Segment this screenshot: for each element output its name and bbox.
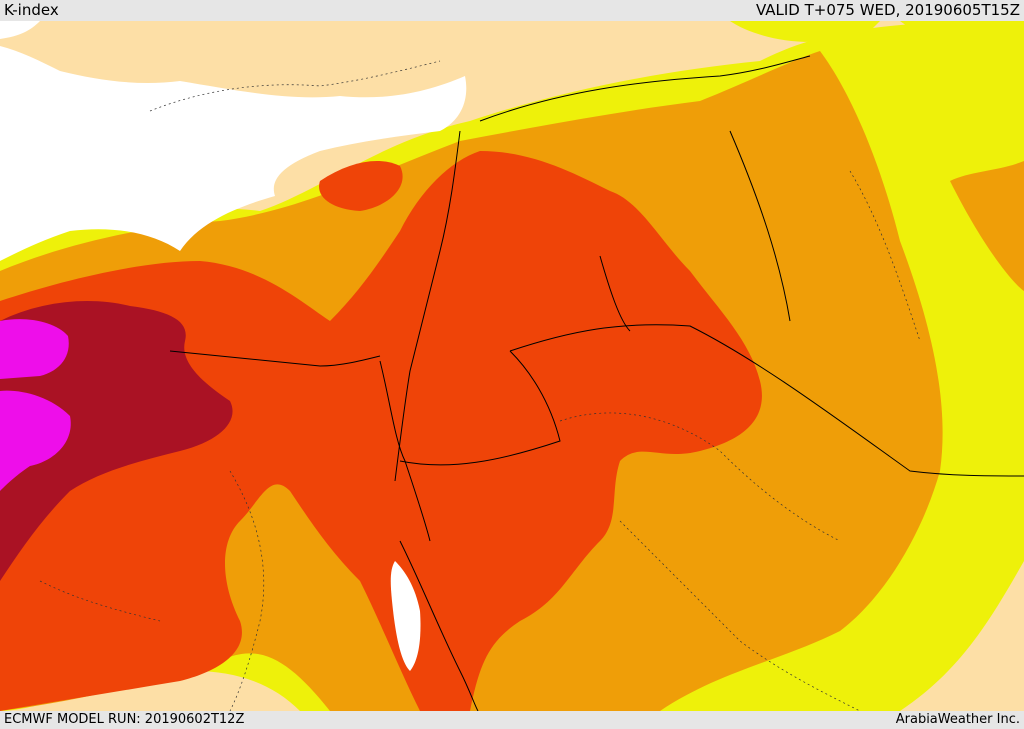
k-index-band-yellow-ne [900, 21, 1024, 55]
valid-time: VALID T+075 WED, 20190605T15Z [755, 1, 1020, 19]
border-iraq-east [729, 130, 791, 322]
model-run-label: ECMWF MODEL RUN: 20190602T12Z [4, 712, 245, 727]
country-borders [169, 55, 1024, 711]
border-sinai [379, 360, 431, 542]
k-index-band-magenta [0, 319, 69, 379]
k-index-band-magenta-south [0, 390, 71, 491]
border-syria-iraq [479, 55, 811, 122]
footer-bar [0, 711, 1024, 729]
border-jordan-saudi [509, 324, 1024, 477]
credit-label: ArabiaWeather Inc. [895, 712, 1020, 727]
border-coast-levant [394, 130, 461, 482]
border-iraq-syria-south [599, 255, 631, 332]
k-index-band-dark-red [0, 301, 233, 581]
k-index-band-red-orange [0, 151, 762, 711]
aegean-islands [0, 21, 40, 39]
map-title: K-index [4, 1, 59, 19]
k-index-band-orange-east [950, 161, 1024, 291]
red-sea-gulf [390, 561, 421, 671]
k-index-band-yellow-north [730, 21, 880, 42]
k-index-map [0, 21, 1024, 711]
border-egypt-libya-coast [169, 350, 381, 367]
mediterranean-sea [0, 46, 467, 261]
k-index-band-red-orange-cyprus [319, 161, 403, 211]
border-red-sea-coast [399, 540, 479, 711]
header-bar [0, 0, 1024, 21]
border-saudi-north [399, 350, 561, 466]
province-borders [39, 60, 921, 711]
